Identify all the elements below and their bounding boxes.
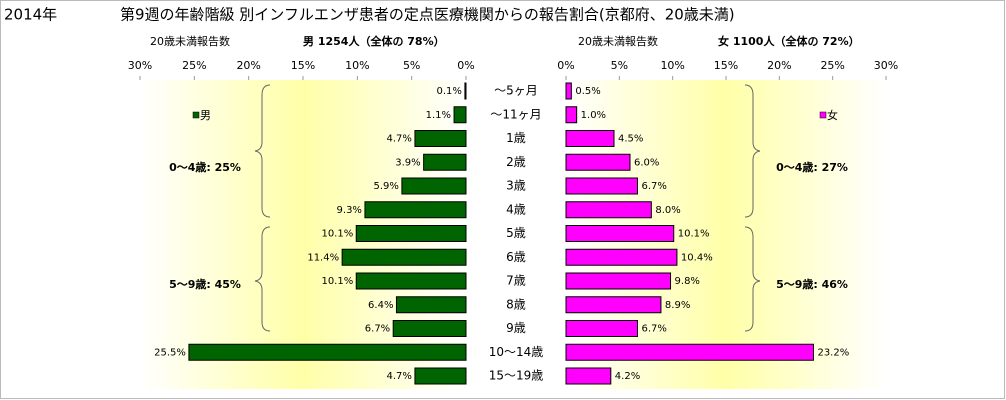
bar (565, 225, 675, 242)
x-tick-label: 10% (345, 59, 369, 72)
x-tick-label: 30% (874, 59, 898, 72)
category-label: 3歳 (506, 179, 526, 193)
value-label: 0.5% (575, 86, 600, 97)
value-label: 6.7% (641, 324, 666, 335)
bar (423, 153, 467, 171)
value-label: 10.4% (681, 252, 713, 263)
category-label: 10～14歳 (489, 345, 544, 359)
value-label: 1.1% (426, 110, 451, 121)
category-label: 4歳 (506, 202, 526, 216)
x-tick-label: 15% (291, 59, 315, 72)
value-label: 1.0% (581, 110, 606, 121)
x-tick-label: 25% (820, 59, 844, 72)
bar (188, 343, 467, 361)
bar (414, 130, 467, 147)
category-label: 5歳 (506, 226, 526, 240)
x-tick-label: 0% (557, 59, 574, 72)
bar (565, 153, 631, 171)
x-tick-label: 15% (714, 59, 738, 72)
legend-swatch (192, 111, 200, 119)
bar (565, 177, 638, 195)
value-label: 8.9% (665, 300, 690, 311)
annotation: 5～9歳: 46% (776, 277, 848, 291)
value-label: 4.7% (387, 134, 412, 145)
category-label: ～5ヶ月 (494, 84, 538, 98)
annotation: 5～9歳: 45% (169, 277, 241, 291)
brace (254, 84, 271, 218)
category-label: 1歳 (506, 131, 526, 145)
value-label: 6.0% (634, 157, 659, 168)
value-label: 6.4% (368, 300, 393, 311)
bar (565, 248, 678, 266)
value-label: 4.2% (615, 371, 640, 382)
x-tick-label: 30% (128, 59, 152, 72)
chart-title: 第9週の年齢階級 別インフルエンザ患者の定点医療機関からの報告割合(京都府、20… (120, 6, 735, 24)
brace (744, 84, 761, 218)
bar (565, 343, 814, 361)
value-label: 10.1% (321, 229, 353, 240)
bar (341, 248, 467, 266)
x-tick-label: 0% (457, 59, 474, 72)
x-tick-label: 5% (611, 59, 628, 72)
bar (565, 201, 652, 219)
x-tick-label: 10% (660, 59, 684, 72)
panel-header: 女 1100人（全体の 72%） (718, 34, 860, 48)
bar (565, 272, 672, 290)
annotation: 0～4歳: 27% (776, 160, 848, 174)
value-label: 5.9% (373, 181, 398, 192)
value-label: 8.0% (655, 205, 680, 216)
x-tick-label: 25% (182, 59, 206, 72)
category-label: ～11ヶ月 (490, 107, 541, 121)
bar (565, 82, 572, 100)
value-label: 0.1% (437, 86, 462, 97)
panel-subtitle: 20歳未満報告数 (578, 35, 658, 48)
x-tick-label: 5% (403, 59, 420, 72)
category-label: 2歳 (506, 155, 526, 169)
value-label: 4.7% (387, 371, 412, 382)
category-label: 7歳 (506, 274, 526, 288)
bar (392, 320, 467, 337)
value-label: 9.3% (337, 205, 362, 216)
annotation: 0～4歳: 25% (169, 160, 241, 174)
category-label: 8歳 (506, 297, 526, 311)
bar (364, 201, 467, 219)
brace (744, 226, 761, 332)
value-label: 10.1% (321, 276, 353, 287)
bar (565, 296, 662, 314)
bar (395, 296, 467, 314)
x-tick-label: 20% (236, 59, 260, 72)
bar (355, 225, 467, 242)
bar (414, 367, 467, 385)
bar (565, 320, 638, 337)
bar (565, 367, 612, 385)
value-label: 9.8% (675, 276, 700, 287)
panel-subtitle: 20歳未満報告数 (150, 35, 230, 48)
legend-label: 男 (200, 109, 211, 122)
value-label: 6.7% (641, 181, 666, 192)
bar (453, 106, 467, 124)
value-label: 4.5% (618, 134, 643, 145)
bar (565, 106, 578, 124)
value-label: 3.9% (395, 157, 420, 168)
bar (464, 82, 467, 100)
x-tick-label: 20% (767, 59, 791, 72)
value-label: 23.2% (817, 347, 849, 358)
legend-swatch (819, 111, 827, 119)
category-label: 15～19歳 (489, 369, 544, 383)
category-label: 6歳 (506, 250, 526, 264)
value-label: 25.5% (154, 347, 186, 358)
brace (254, 226, 271, 332)
value-label: 6.7% (365, 324, 390, 335)
bar (355, 272, 467, 290)
year-label: 2014年 (4, 6, 57, 24)
value-label: 11.4% (307, 252, 339, 263)
category-label: 9歳 (506, 321, 526, 335)
panel-header: 男 1254人（全体の 78%） (303, 34, 445, 48)
value-label: 10.1% (678, 229, 710, 240)
bar (401, 177, 467, 195)
bar (565, 130, 615, 147)
legend-label: 女 (827, 108, 838, 122)
